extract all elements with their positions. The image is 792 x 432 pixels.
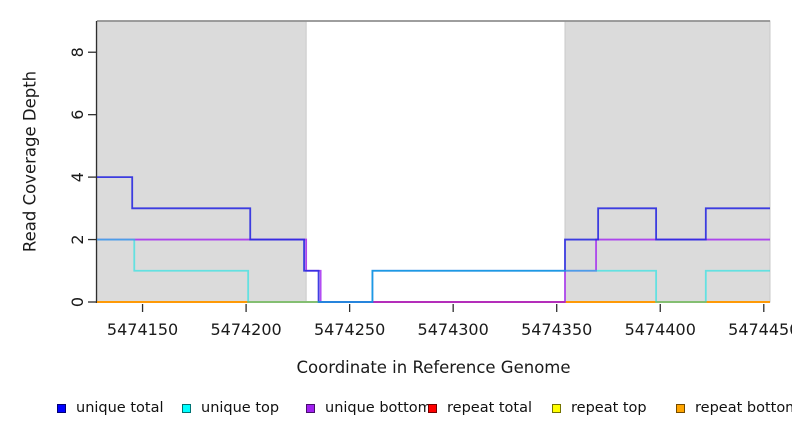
legend-swatch-unique-total	[57, 403, 66, 413]
x-tick-label: 5474400	[625, 320, 696, 339]
legend-swatch-unique-top	[182, 403, 191, 413]
legend-label: unique bottom	[325, 400, 432, 416]
legend-item-repeat-top: repeat top	[552, 399, 647, 417]
legend-label: unique top	[201, 400, 280, 416]
x-axis-label: Coordinate in Reference Genome	[296, 358, 571, 377]
x-tick-label: 5474150	[107, 320, 178, 339]
legend-item-repeat-bottom: repeat bottom	[676, 399, 792, 417]
x-tick-label: 5474300	[418, 320, 489, 339]
y-tick-label: 2	[68, 234, 87, 244]
y-tick-label: 4	[68, 172, 87, 182]
legend-label: repeat total	[447, 400, 533, 416]
legend-item-unique-total: unique total	[57, 399, 164, 417]
x-tick-label: 5474200	[210, 320, 281, 339]
series-line-unique-bottom	[97, 238, 770, 303]
legend-item-unique-top: unique top	[182, 399, 279, 417]
y-tick-label: 8	[68, 47, 87, 57]
legend-swatch-repeat-total	[428, 403, 437, 413]
legend-swatch-unique-bottom	[306, 403, 315, 413]
legend-item-unique-bottom: unique bottom	[306, 399, 432, 417]
legend-swatch-repeat-bottom	[676, 403, 685, 413]
legend: unique total unique top unique bottom re…	[0, 399, 792, 419]
legend-swatch-repeat-top	[552, 403, 561, 413]
shaded-repeat-region	[564, 20, 771, 303]
x-tick-label: 5474350	[521, 320, 592, 339]
y-axis-label: Read Coverage Depth	[20, 70, 40, 253]
y-tick-label: 6	[68, 110, 87, 120]
x-tick-label: 5474250	[314, 320, 385, 339]
shaded-repeat-region	[96, 20, 307, 303]
legend-item-repeat-total: repeat total	[428, 399, 532, 417]
legend-label: repeat top	[571, 400, 647, 416]
series-line-unique-top	[97, 238, 770, 303]
y-tick-label: 0	[68, 297, 87, 307]
legend-label: repeat bottom	[695, 400, 792, 416]
legend-label: unique total	[76, 400, 164, 416]
